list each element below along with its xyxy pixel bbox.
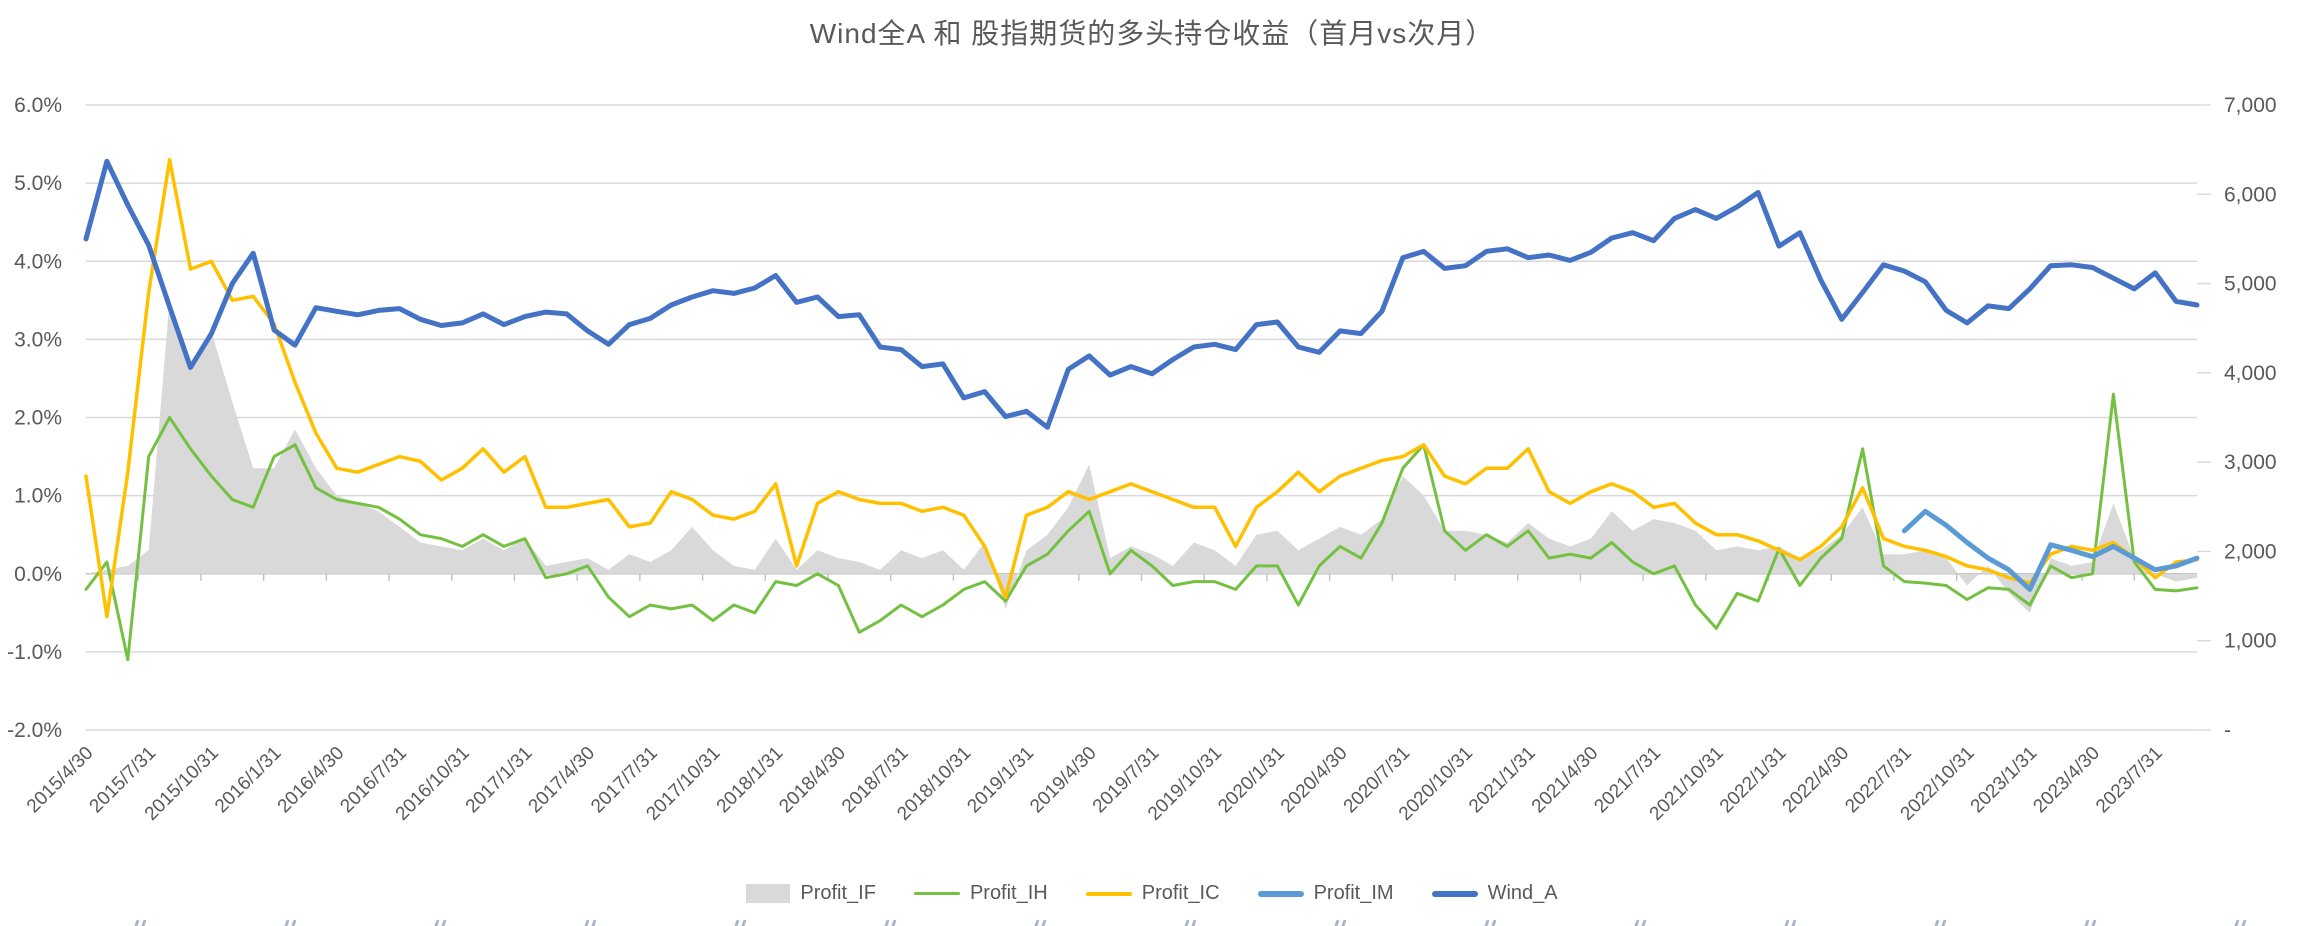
x-axis-label: 2021/1/31 xyxy=(1465,743,1540,818)
legend-swatch-profit_if xyxy=(746,884,791,903)
y-axis-left-label: 4.0% xyxy=(14,250,62,273)
legend-item-profit_if: Profit_IF xyxy=(746,882,876,905)
legend-label: Profit_IM xyxy=(1313,882,1394,904)
legend-label: Profit_IC xyxy=(1141,882,1220,904)
x-axis-label: 2020/4/30 xyxy=(1277,743,1352,818)
chart-title: Wind全A 和 股指期货的多头持仓收益（首月vs次月） xyxy=(809,18,1495,49)
y-axis-left-label: -1.0% xyxy=(7,641,62,664)
x-axis-label: 2023/4/30 xyxy=(2029,743,2104,818)
x-axis-label: 2015/4/30 xyxy=(23,743,98,818)
legend-item-profit_ic: Profit_IC xyxy=(1085,882,1220,905)
series-line-profit_im xyxy=(1901,508,2200,592)
legend-label: Profit_IF xyxy=(800,882,876,904)
x-axis-label: 2018/4/30 xyxy=(775,743,850,818)
clipped-text-mark xyxy=(583,920,599,926)
x-axis-label: 2016/1/31 xyxy=(211,743,286,818)
clipped-text-mark xyxy=(1483,920,1499,926)
legend-item-wind_a: Wind_A xyxy=(1431,882,1558,905)
series-area-profit_if xyxy=(86,300,2197,613)
y-axis-left-label: 1.0% xyxy=(14,485,62,508)
clipped-text-mark xyxy=(2233,920,2249,926)
y-axis-left-label: 0.0% xyxy=(14,563,62,586)
clipped-text-mark xyxy=(2083,920,2099,926)
legend-swatch-profit_im xyxy=(1257,890,1304,897)
legend-item-profit_ih: Profit_IH xyxy=(913,882,1048,905)
clipped-text-mark xyxy=(1333,920,1349,926)
y-axis-right-label: 2,000 xyxy=(2224,540,2277,563)
clipped-text-mark xyxy=(1633,920,1649,926)
y-axis-left-label: 6.0% xyxy=(14,94,62,117)
clipped-text-mark xyxy=(733,920,749,926)
y-axis-right-label: 7,000 xyxy=(2224,94,2277,117)
series-line-wind_a xyxy=(83,158,2200,430)
clipped-text-mark xyxy=(1783,920,1799,926)
clipped-text-mark xyxy=(433,920,449,926)
x-axis-label: 2023/1/31 xyxy=(1967,743,2042,818)
clipped-text-mark xyxy=(133,920,149,926)
x-axis-label: 2016/4/30 xyxy=(274,743,349,818)
x-axis-label: 2021/4/30 xyxy=(1528,743,1603,818)
y-axis-right-label: 5,000 xyxy=(2224,273,2277,296)
legend-swatch-profit_ih xyxy=(913,892,960,895)
clipped-text-mark xyxy=(1933,920,1949,926)
x-axis-label: 2022/1/31 xyxy=(1716,743,1791,818)
legend-label: Profit_IH xyxy=(969,882,1048,904)
x-axis-label: 2017/4/30 xyxy=(525,743,600,818)
chart-legend: Profit_IF Profit_IH Profit_IC Profit_IM Wind… xyxy=(0,882,2304,905)
y-axis-left-label: 2.0% xyxy=(14,407,62,430)
x-axis-label: 2019/1/31 xyxy=(963,743,1038,818)
clipped-text-mark xyxy=(1183,920,1199,926)
clipped-text-mark xyxy=(883,920,899,926)
x-axis-label: 2018/1/31 xyxy=(713,743,788,818)
x-axis-label: 2023/7/31 xyxy=(2092,743,2167,818)
y-axis-right-label: 1,000 xyxy=(2224,630,2277,653)
y-axis-left-label: -2.0% xyxy=(7,719,62,742)
legend-swatch-wind_a xyxy=(1431,890,1478,897)
x-axis-label: 2020/1/31 xyxy=(1214,743,1289,818)
x-axis-label: 2022/4/30 xyxy=(1779,743,1854,818)
y-axis-right-label: - xyxy=(2224,719,2231,742)
x-axis-label: 2017/1/31 xyxy=(462,743,537,818)
clipped-text-mark xyxy=(1033,920,1049,926)
y-axis-left-label: 5.0% xyxy=(14,172,62,195)
clipped-text-mark xyxy=(283,920,299,926)
legend-label: Wind_A xyxy=(1487,882,1558,904)
legend-swatch-profit_ic xyxy=(1085,891,1132,896)
y-axis-right-label: 6,000 xyxy=(2224,183,2277,206)
y-axis-right-label: 4,000 xyxy=(2224,362,2277,385)
series-line-profit_ic xyxy=(84,157,2199,619)
clipped-bottom-row xyxy=(0,914,2304,926)
x-axis-label: 2019/4/30 xyxy=(1026,743,1101,818)
y-axis-left-label: 3.0% xyxy=(14,328,62,351)
y-axis-right-label: 3,000 xyxy=(2224,451,2277,474)
legend-item-profit_im: Profit_IM xyxy=(1257,882,1394,905)
